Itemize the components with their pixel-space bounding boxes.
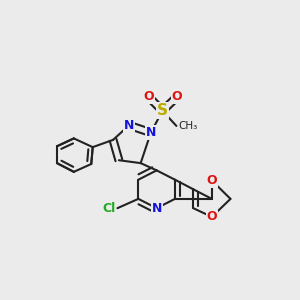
Text: N: N (124, 119, 134, 132)
Text: S: S (157, 103, 168, 118)
Text: CH₃: CH₃ (178, 121, 197, 131)
Text: N: N (152, 202, 162, 215)
Text: O: O (207, 210, 217, 224)
Text: O: O (143, 90, 154, 104)
Text: O: O (207, 174, 217, 187)
Text: Cl: Cl (102, 202, 116, 215)
Text: O: O (172, 90, 182, 104)
Text: N: N (146, 126, 156, 139)
